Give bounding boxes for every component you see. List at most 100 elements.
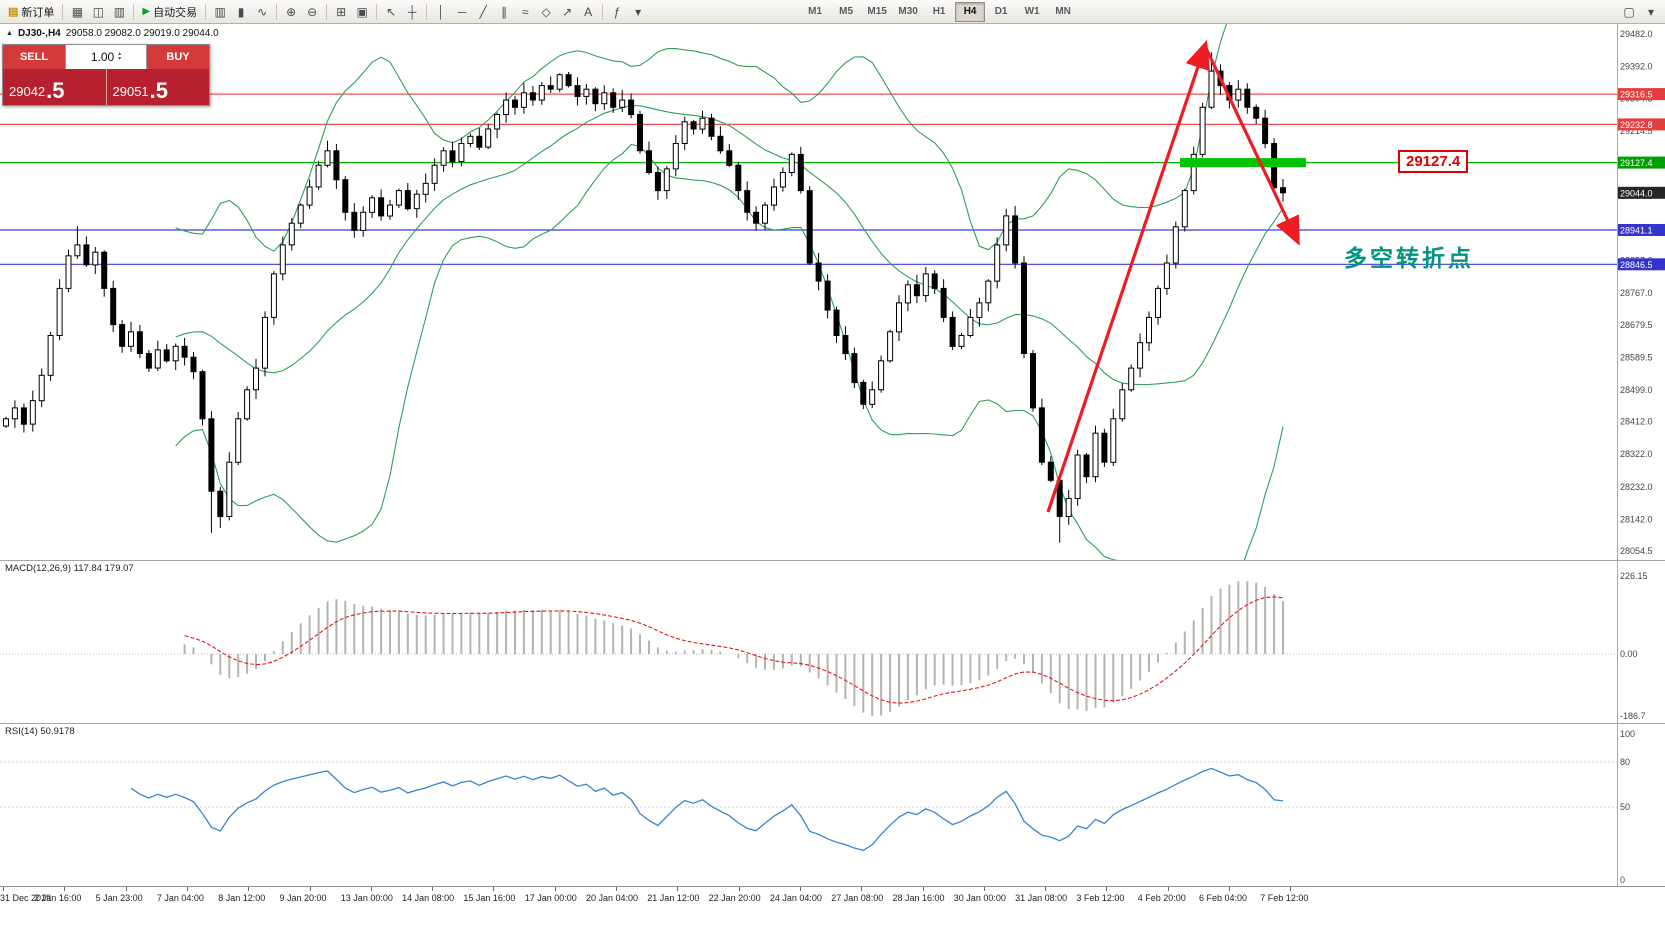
time-tick [677, 887, 679, 891]
terminal-icon[interactable]: ▥ [113, 4, 126, 19]
timeframe-m1-button[interactable]: M1 [808, 6, 823, 17]
svg-text:29127.4: 29127.4 [1620, 158, 1653, 168]
collapse-panel-icon[interactable]: ▲ [6, 30, 13, 37]
macd-header: MACD(12,26,9) 117.84 179.07 [5, 563, 134, 574]
timeframe-h1-button[interactable]: H1 [932, 6, 946, 17]
svg-text:0.00: 0.00 [1620, 649, 1638, 659]
bar-chart-icon[interactable]: ▥ [214, 4, 226, 19]
time-axis[interactable]: 31 Dec 2019 2 Jan 16:00 5 Jan 23:00 7 Jan 0… [0, 886, 1665, 908]
candlestick-chart-icon[interactable]: ▮ [237, 4, 245, 19]
svg-text:28941.1: 28941.1 [1620, 226, 1653, 236]
timeframe-d1-button[interactable]: D1 [994, 6, 1008, 17]
zoom-in-icon[interactable]: ⊕ [286, 4, 297, 19]
buy-price[interactable]: 29051 .5 [105, 69, 210, 105]
time-tick [738, 887, 740, 891]
new-order-icon: ▤ [8, 6, 19, 18]
horizontal-line-icon[interactable]: ─ [457, 4, 467, 19]
time-label: 22 Jan 20:00 [708, 893, 761, 903]
toolbar-separator [276, 3, 278, 20]
indicators-icon[interactable]: ƒ [613, 4, 621, 19]
options-icon[interactable]: ▾ [1647, 4, 1655, 19]
time-label: 9 Jan 20:00 [279, 893, 327, 903]
macd-label: MACD(12,26,9) [5, 563, 71, 574]
time-tick [983, 887, 985, 891]
timeframe-w1-button[interactable]: W1 [1024, 6, 1040, 17]
svg-text:28232.0: 28232.0 [1620, 482, 1653, 492]
time-label: 30 Jan 00:00 [953, 893, 1006, 903]
shapes-icon[interactable]: ◇ [541, 4, 551, 19]
macd-canvas[interactable]: 226.15 0.00 -186.7 [0, 561, 1665, 728]
volume-input[interactable]: 1.00 ▴ ▾ [65, 45, 147, 69]
time-tick [861, 887, 863, 891]
svg-text:29482.0: 29482.0 [1620, 29, 1653, 39]
price-chart-canvas[interactable]: 29482.029392.029304.529214.529124.529034… [0, 0, 1665, 616]
price-chart-panel[interactable]: 29482.029392.029304.529214.529124.529034… [0, 0, 1665, 616]
rsi-label: RSI(14) [5, 726, 38, 737]
svg-text:100: 100 [1620, 729, 1635, 739]
autotrading-button[interactable]: ▶ 自动交易 [138, 2, 201, 21]
buy-price-fraction: .5 [149, 78, 169, 103]
fibonacci-icon[interactable]: ≈ [521, 4, 529, 19]
tile-windows-icon[interactable]: ⊞ [336, 4, 347, 19]
cascade-windows-icon[interactable]: ▣ [356, 4, 368, 19]
sell-button[interactable]: SELL [3, 45, 65, 69]
buy-button[interactable]: BUY [147, 45, 209, 69]
macd-panel[interactable]: MACD(12,26,9) 117.84 179.07 226.15 0.00 -1… [0, 560, 1665, 723]
charts-grid-icon[interactable]: ▦ [71, 4, 84, 19]
time-label: 17 Jan 00:00 [524, 893, 577, 903]
profiles-icon[interactable]: ◫ [92, 4, 105, 19]
new-order-button[interactable]: ▤ 新订单 [4, 2, 58, 21]
time-tick [554, 887, 556, 891]
time-label: 20 Jan 04:00 [586, 893, 639, 903]
svg-text:29392.0: 29392.0 [1620, 62, 1653, 72]
timeframe-m15-button[interactable]: M15 [867, 6, 887, 17]
spinner-up-icon[interactable]: ▴ [118, 51, 122, 57]
rsi-panel[interactable]: RSI(14) 50.9178 100 80 50 0 [0, 723, 1665, 886]
toolbar-separator [602, 3, 604, 20]
svg-text:28412.0: 28412.0 [1620, 417, 1653, 427]
sell-price[interactable]: 29042 .5 [3, 69, 106, 105]
sell-price-main: 29042 [9, 84, 46, 99]
svg-text:28767.0: 28767.0 [1620, 288, 1653, 298]
vertical-line-icon[interactable]: │ [437, 4, 445, 19]
rsi-header: RSI(14) 50.9178 [5, 726, 75, 737]
spinner-down-icon[interactable]: ▾ [118, 56, 122, 62]
trendline-icon[interactable]: ╱ [479, 4, 487, 19]
svg-text:29316.5: 29316.5 [1620, 90, 1653, 100]
indicator-list-icon[interactable]: ▾ [635, 4, 642, 19]
svg-text:28142.0: 28142.0 [1620, 514, 1653, 524]
sell-price-fraction: .5 [46, 78, 65, 103]
time-label: 24 Jan 04:00 [769, 893, 822, 903]
time-label: 7 Jan 04:00 [156, 893, 204, 903]
autotrading-play-icon: ▶ [142, 6, 151, 17]
zoom-out-icon[interactable]: ⊖ [307, 4, 318, 19]
time-label: 15 Jan 16:00 [463, 893, 516, 903]
channel-icon[interactable]: ∥ [501, 4, 508, 19]
rsi-value: 50.9178 [40, 726, 75, 737]
volume-spinner[interactable]: ▴ ▾ [118, 51, 122, 62]
text-tool-icon[interactable]: A [584, 4, 593, 19]
arrow-tool-icon[interactable]: ↗ [562, 4, 573, 19]
cursor-icon[interactable]: ↖ [386, 4, 397, 19]
time-tick [922, 887, 924, 891]
timeframe-mn-button[interactable]: MN [1055, 6, 1071, 17]
new-window-icon[interactable]: ▢ [1623, 4, 1635, 19]
time-tick [1106, 887, 1108, 891]
time-label: 31 Jan 08:00 [1015, 893, 1068, 903]
rsi-canvas[interactable]: 100 80 50 0 [0, 724, 1665, 891]
toolbar-separator [426, 3, 428, 20]
price-tag-label[interactable]: 29127.4 [1398, 150, 1469, 173]
toolbar-separator [326, 3, 328, 20]
time-tick [248, 887, 250, 891]
symbol-period-label: DJ30-,H4 [17, 28, 61, 39]
time-tick [125, 887, 127, 891]
timeframe-m30-button[interactable]: M30 [898, 6, 918, 17]
timeframe-m5-button[interactable]: M5 [839, 6, 854, 17]
timeframe-h4-button[interactable]: H4 [955, 1, 986, 22]
volume-value: 1.00 [90, 50, 115, 64]
toolbar-separator [205, 3, 207, 20]
crosshair-icon[interactable]: ┼ [407, 4, 417, 19]
line-chart-icon[interactable]: ∿ [257, 4, 268, 19]
